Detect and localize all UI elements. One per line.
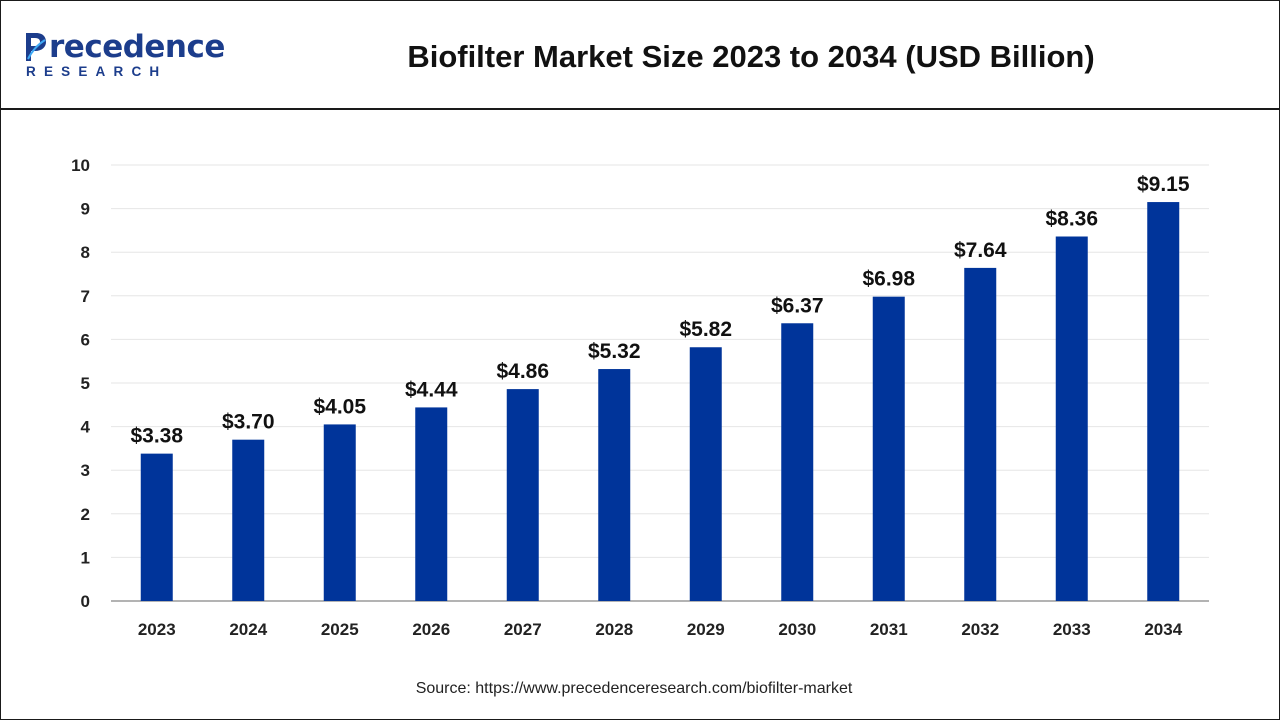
y-tick-label: 4	[81, 418, 91, 437]
bar	[598, 369, 631, 601]
bar	[232, 439, 265, 601]
bar	[1147, 202, 1180, 601]
source-note: Source: https://www.precedenceresearch.c…	[415, 680, 853, 697]
bar	[1055, 236, 1088, 601]
data-label: $5.32	[588, 340, 641, 363]
chart-title: Biofilter Market Size 2023 to 2034 (USD …	[407, 39, 1095, 74]
logo-p-mark-icon	[26, 33, 46, 61]
data-label: $7.64	[954, 239, 1007, 262]
y-tick-label: 10	[71, 156, 90, 175]
y-tick-label: 2	[81, 505, 90, 524]
x-tick-label: 2026	[412, 620, 450, 639]
x-tick-label: 2030	[778, 620, 816, 639]
x-tick-label: 2034	[1144, 620, 1182, 639]
data-label: $5.82	[679, 318, 732, 341]
brand-logo: recedence RESEARCH	[23, 27, 225, 87]
header-bar: recedence RESEARCH Biofilter Market Size…	[1, 1, 1279, 110]
y-tick-label: 7	[81, 287, 90, 306]
y-tick-label: 8	[81, 243, 90, 262]
data-label: $3.38	[130, 425, 183, 448]
bar	[140, 453, 173, 601]
y-tick-label: 6	[81, 330, 90, 349]
x-tick-label: 2028	[595, 620, 633, 639]
data-label: $6.98	[862, 268, 915, 291]
bar	[781, 323, 814, 601]
y-tick-label: 5	[81, 374, 90, 393]
bar	[323, 424, 356, 601]
x-tick-label: 2033	[1053, 620, 1091, 639]
data-label: $6.37	[771, 294, 824, 317]
x-tick-label: 2025	[321, 620, 359, 639]
x-tick-label: 2032	[961, 620, 999, 639]
y-tick-label: 3	[81, 461, 90, 480]
x-tick-label: 2029	[687, 620, 725, 639]
x-tick-label: 2031	[870, 620, 908, 639]
data-label: $4.05	[313, 395, 366, 418]
bar	[506, 389, 539, 601]
data-label: $4.86	[496, 360, 549, 383]
bar	[964, 267, 997, 601]
data-label: $4.44	[405, 378, 458, 401]
logo-subtitle: RESEARCH	[26, 64, 168, 79]
x-tick-label: 2024	[229, 620, 267, 639]
x-tick-label: 2027	[504, 620, 542, 639]
bar	[689, 347, 722, 601]
logo-wordmark: recedence	[49, 29, 225, 65]
bar	[872, 296, 905, 601]
x-tick-label: 2023	[138, 620, 176, 639]
data-label: $9.15	[1137, 173, 1190, 196]
data-label: $3.70	[222, 411, 275, 434]
data-label: $8.36	[1045, 208, 1098, 231]
y-tick-label: 1	[81, 548, 90, 567]
bar	[415, 407, 448, 601]
y-tick-label: 0	[81, 592, 90, 611]
y-tick-label: 9	[81, 200, 90, 219]
